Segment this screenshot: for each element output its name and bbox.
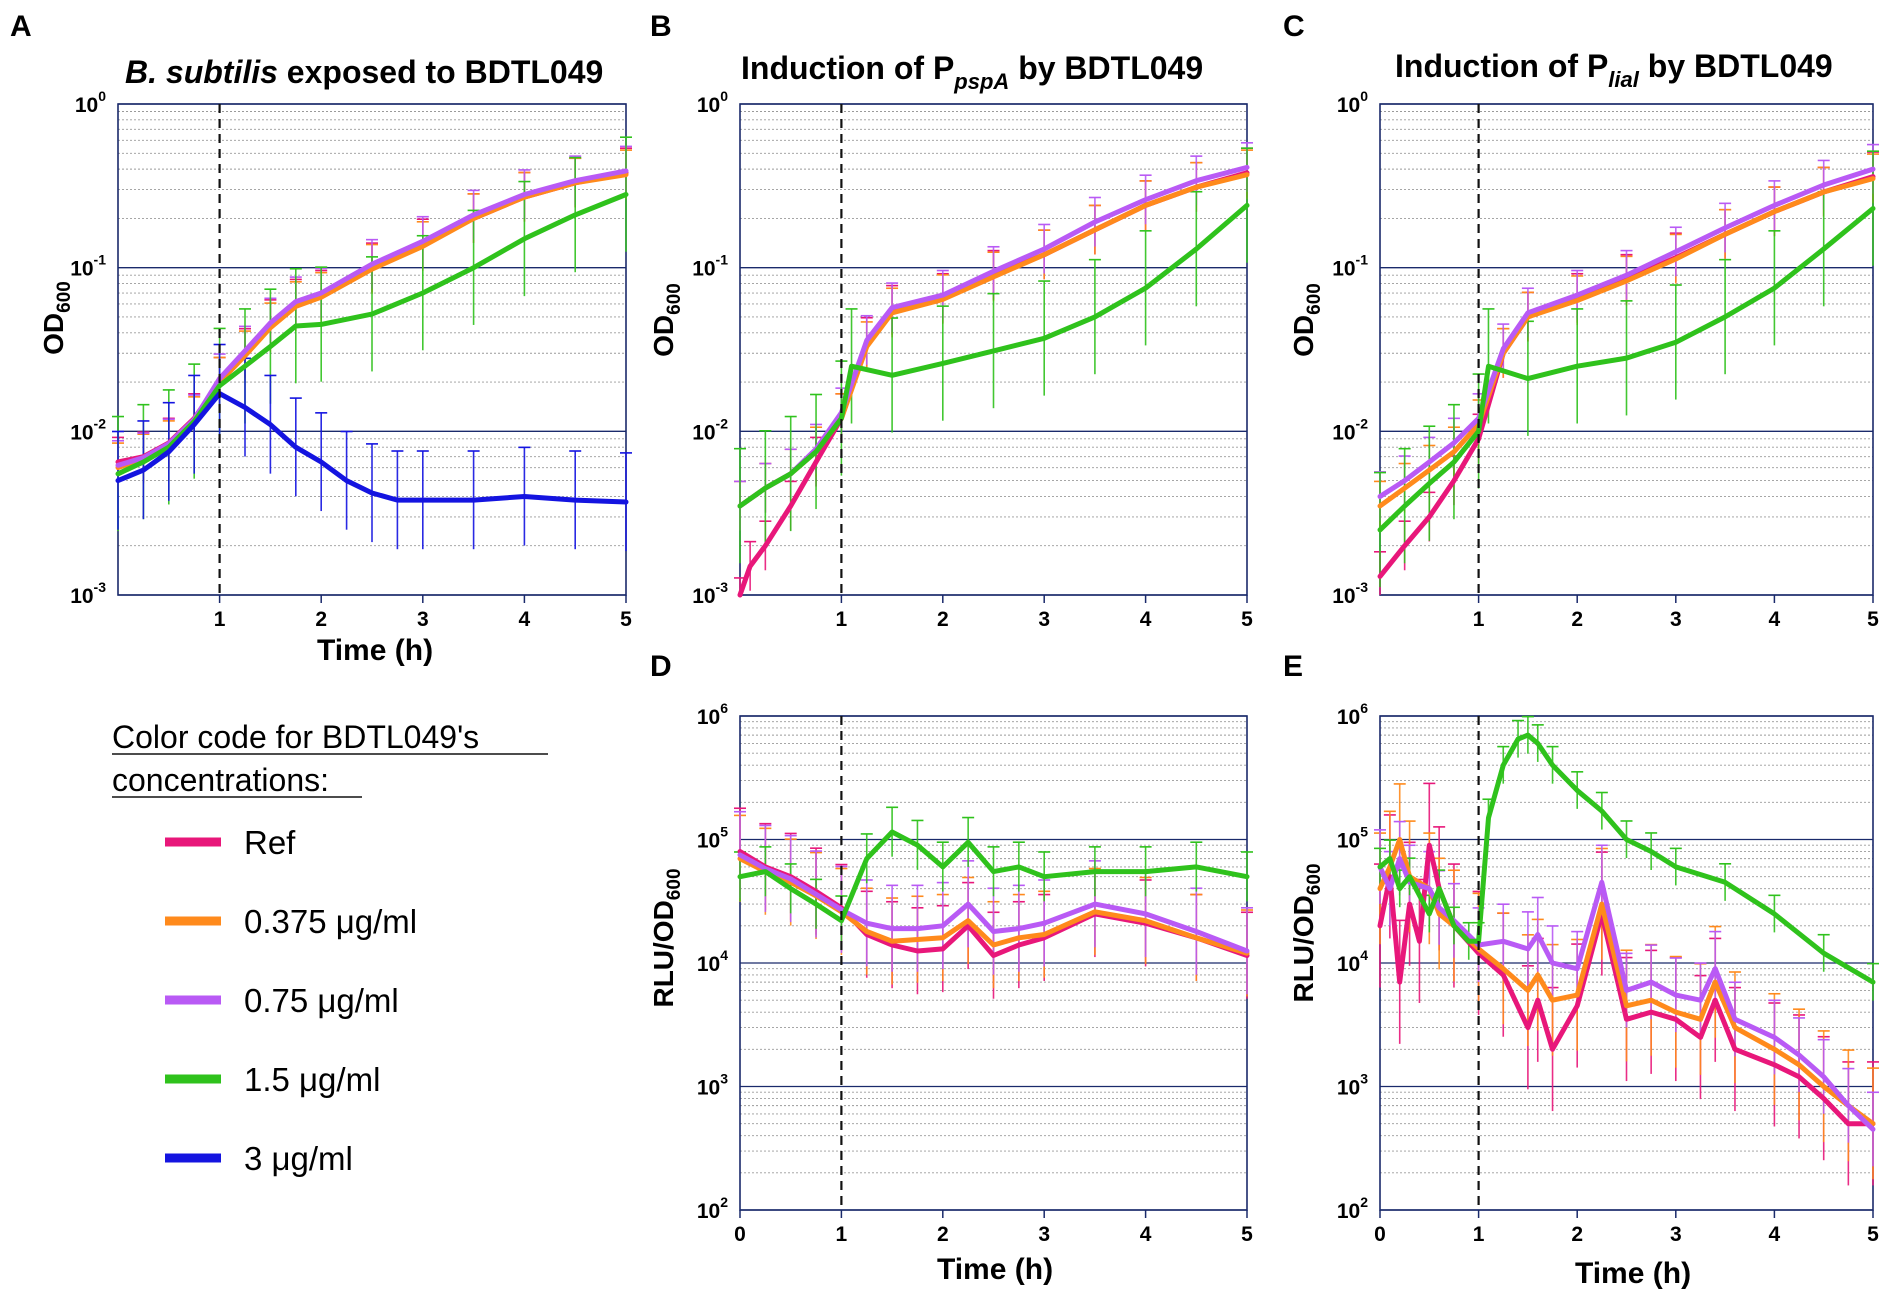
x-tick-label: 4	[519, 608, 531, 631]
legend-label: 0.375 μg/ml	[244, 903, 417, 940]
series-line-0-75-g-ml	[1377, 166, 1876, 499]
series-line-0-375-g-ml	[1377, 176, 1876, 509]
ylabel-d: RLU/OD600	[648, 868, 685, 1007]
x-tick-label: 4	[1769, 608, 1781, 631]
x-tick-label: 2	[1571, 1223, 1583, 1246]
chart-a: 10-3 10-2 10-1 100 1 2 3 4 5	[70, 88, 632, 631]
series-line-1-5-g-ml	[737, 202, 1250, 509]
ylabel-a: OD600	[38, 281, 75, 355]
ylabel-c: OD600	[1288, 283, 1325, 357]
xlabel-d: Time (h)	[937, 1253, 1053, 1286]
x-tick-label: 4	[1140, 1223, 1152, 1246]
y-tick-label: 10-2	[1332, 415, 1368, 444]
y-tick-label: 100	[75, 88, 106, 117]
series-line-0-75-g-ml	[737, 852, 1250, 954]
y-tick-label: 100	[697, 88, 728, 117]
xlabel-e: Time (h)	[1575, 1257, 1691, 1290]
x-tick-label: 2	[937, 1223, 949, 1246]
title-a: B. subtilis exposed to BDTL049	[125, 54, 603, 90]
y-tick-label: 10-3	[1332, 579, 1368, 608]
y-tick-label: 102	[697, 1194, 728, 1223]
y-tick-label: 100	[1337, 88, 1368, 117]
y-tick-label: 105	[697, 824, 728, 853]
legend-label: 1.5 μg/ml	[244, 1061, 380, 1098]
x-tick-label: 2	[937, 608, 949, 631]
y-tick-label: 10-3	[70, 579, 106, 608]
chart-d: 102 103 104 105 106 0 1 2 3 4 5	[697, 700, 1253, 1246]
x-tick-label: 2	[1571, 608, 1583, 631]
xlabel-a: Time (h)	[317, 634, 433, 667]
y-tick-label: 105	[1337, 824, 1368, 853]
plot-frame	[739, 103, 1248, 596]
y-tick-label: 104	[1337, 947, 1368, 976]
y-tick-label: 10-1	[692, 252, 728, 281]
chart-b: 10-3 10-2 10-1 100 1 2 3 4 5	[692, 88, 1253, 631]
ylabel-e: RLU/OD600	[1288, 863, 1325, 1002]
x-tick-label: 1	[1473, 608, 1485, 631]
x-tick-label: 4	[1769, 1223, 1781, 1246]
x-tick-label: 0	[734, 1223, 746, 1246]
x-tick-label: 5	[1867, 608, 1879, 631]
y-tick-label: 10-1	[70, 252, 106, 281]
y-tick-label: 104	[697, 947, 728, 976]
ylabel-b: OD600	[648, 283, 685, 357]
title-b: Induction of PpspA by BDTL049	[741, 50, 1203, 94]
x-tick-label: 1	[836, 608, 848, 631]
x-tick-label: 4	[1140, 608, 1152, 631]
x-tick-label: 5	[620, 608, 632, 631]
panel-letter-e: E	[1283, 650, 1303, 683]
panel-letter-d: D	[650, 650, 672, 683]
panel-letter-a: A	[10, 10, 32, 43]
y-tick-label: 106	[697, 700, 728, 729]
series-line-1-5-g-ml	[1377, 206, 1876, 533]
x-tick-label: 5	[1241, 1223, 1253, 1246]
y-tick-label: 103	[1337, 1071, 1368, 1100]
legend-label: 3 μg/ml	[244, 1140, 353, 1177]
legend: Color code for BDTL049's concentrations:…	[112, 719, 548, 1177]
legend-label: Ref	[244, 824, 296, 861]
x-tick-label: 1	[214, 608, 226, 631]
x-tick-label: 0	[1374, 1223, 1386, 1246]
series-line-0-75-g-ml	[1377, 856, 1876, 1132]
y-tick-label: 10-1	[1332, 252, 1368, 281]
x-tick-label: 1	[1473, 1223, 1485, 1246]
y-tick-label: 10-3	[692, 579, 728, 608]
x-tick-label: 3	[1038, 608, 1050, 631]
x-tick-label: 5	[1867, 1223, 1879, 1246]
y-tick-label: 106	[1337, 700, 1368, 729]
series-line-3-g-ml	[115, 391, 629, 505]
y-tick-label: 102	[1337, 1194, 1368, 1223]
y-tick-label: 10-2	[70, 415, 106, 444]
y-tick-label: 103	[697, 1071, 728, 1100]
series-line-ref	[1377, 842, 1876, 1127]
x-tick-label: 2	[315, 608, 327, 631]
chart-c: 10-3 10-2 10-1 100 1 2 3 4 5	[1332, 88, 1879, 631]
x-tick-label: 3	[1670, 608, 1682, 631]
plot-frame	[1379, 103, 1874, 596]
x-tick-label: 3	[1038, 1223, 1050, 1246]
plot-frame	[117, 103, 627, 596]
title-c: Induction of Plial by BDTL049	[1395, 48, 1833, 92]
x-tick-label: 3	[1670, 1223, 1682, 1246]
series-line-1-5-g-ml	[115, 192, 629, 477]
series-line-1-5-g-ml	[1377, 732, 1876, 985]
x-tick-label: 1	[836, 1223, 848, 1246]
series-line-1-5-g-ml	[737, 829, 1250, 924]
panel-letter-c: C	[1283, 10, 1305, 43]
legend-label: 0.75 μg/ml	[244, 982, 399, 1019]
chart-e: 102 103 104 105 106 0 1 2 3 4 5	[1337, 700, 1879, 1246]
x-tick-label: 3	[417, 608, 429, 631]
panel-letter-b: B	[650, 10, 672, 43]
legend-title-line2: concentrations:	[112, 762, 329, 798]
x-tick-label: 5	[1241, 608, 1253, 631]
legend-title-line1: Color code for BDTL049's	[112, 719, 479, 755]
y-tick-label: 10-2	[692, 415, 728, 444]
